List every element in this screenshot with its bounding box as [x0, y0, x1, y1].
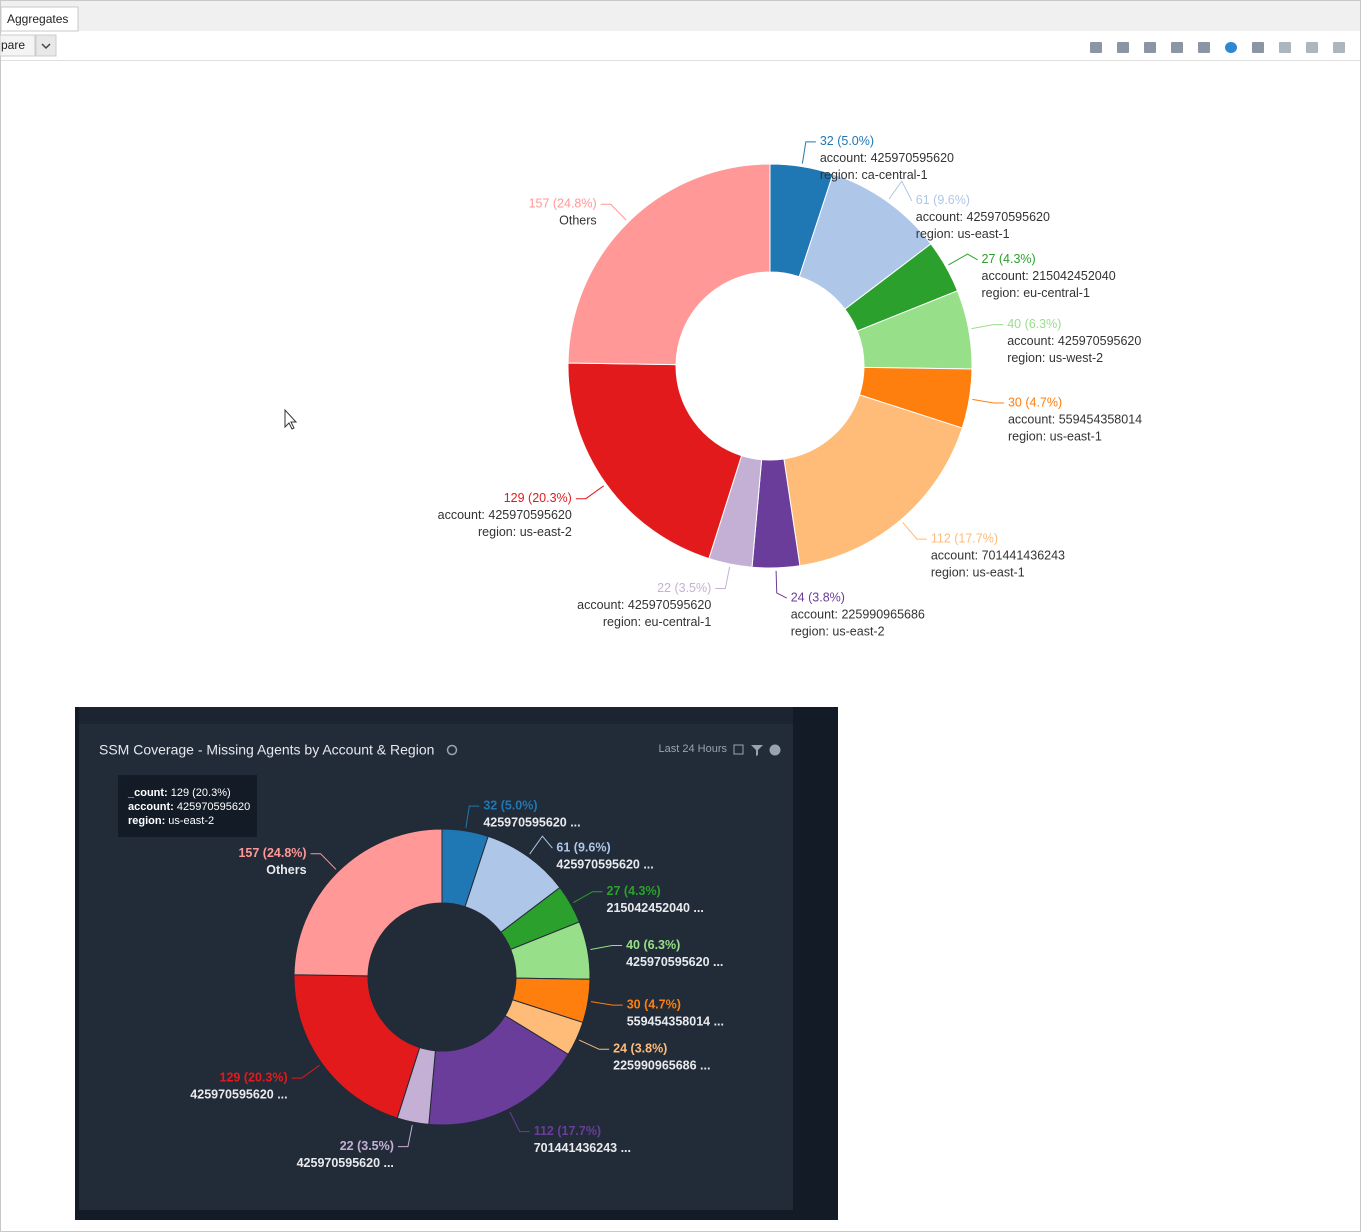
toolbar-icon[interactable] — [1171, 42, 1183, 53]
tooltip-value: 129 (20.3%) — [171, 787, 231, 799]
value-label: 157 (24.8%) — [529, 197, 597, 211]
tooltip-row: _count:129 (20.3%) — [127, 787, 231, 799]
slice-detail: account: 425970595620 — [577, 598, 711, 612]
widget-strip — [79, 707, 793, 724]
slice-detail: region: us-east-1 — [931, 565, 1025, 579]
slice-detail: region: us-east-2 — [478, 525, 572, 539]
tooltip-value: us-east-2 — [168, 815, 214, 827]
value-label: 112 (17.7%) — [534, 1124, 601, 1138]
slice-detail: 425970595620 ... — [190, 1087, 287, 1101]
value-label: 61 (9.6%) — [556, 840, 610, 854]
slice-detail: 425970595620 ... — [556, 857, 653, 871]
slice-detail: region: us-east-2 — [791, 624, 885, 638]
toolbar-icon[interactable] — [1117, 42, 1129, 53]
tooltip-value: 425970595620 — [177, 801, 250, 813]
value-label: 30 (4.7%) — [627, 997, 681, 1011]
value-label: 27 (4.3%) — [982, 252, 1036, 266]
tab-label: Aggregates — [7, 12, 68, 26]
tooltip-row: account:425970595620 — [128, 801, 250, 813]
value-label: 22 (3.5%) — [340, 1139, 394, 1153]
slice-detail: region: eu-central-1 — [982, 286, 1090, 300]
toolbar-icon[interactable] — [1279, 42, 1291, 53]
slice-detail: account: 425970595620 — [916, 210, 1050, 224]
value-label: 112 (17.7%) — [931, 531, 998, 545]
value-label: 24 (3.8%) — [613, 1042, 667, 1056]
slice-detail: region: ca-central-1 — [820, 168, 928, 182]
dropdown-button[interactable] — [36, 35, 56, 56]
slice-detail: region: us-east-1 — [916, 227, 1010, 241]
value-label: 157 (24.8%) — [238, 846, 306, 860]
slice-detail: 559454358014 ... — [627, 1014, 724, 1028]
slice-detail: 701441436243 ... — [534, 1141, 631, 1155]
tooltip-key: account: — [128, 801, 174, 813]
widget-title: SSM Coverage - Missing Agents by Account… — [99, 742, 434, 758]
value-label: 30 (4.7%) — [1008, 395, 1062, 409]
slice-detail: account: 425970595620 — [438, 508, 572, 522]
toolbar-icon[interactable] — [1090, 42, 1102, 53]
slice-detail: 215042452040 ... — [607, 901, 704, 915]
value-label: 24 (3.8%) — [791, 590, 845, 604]
toolbar-icon[interactable] — [1252, 42, 1264, 53]
slice-detail: 425970595620 ... — [297, 1156, 394, 1170]
slice-detail: 425970595620 ... — [483, 815, 580, 829]
slice-detail: Others — [559, 214, 597, 228]
slice-detail: region: us-east-1 — [1008, 429, 1102, 443]
slice-detail: account: 559454358014 — [1008, 412, 1142, 426]
value-label: 40 (6.3%) — [1007, 317, 1061, 331]
slice-detail: 225990965686 ... — [613, 1059, 710, 1073]
tooltip-key: _count: — [127, 787, 168, 799]
value-label: 32 (5.0%) — [820, 134, 874, 148]
value-label: 129 (20.3%) — [504, 491, 572, 505]
tab-bar — [1, 1, 1360, 31]
slice-detail: region: eu-central-1 — [603, 615, 711, 629]
toolbar-icon[interactable] — [1144, 42, 1156, 53]
tooltip-row: region:us-east-2 — [128, 815, 214, 827]
slice-detail: account: 225990965686 — [791, 607, 925, 621]
slice-detail: account: 701441436243 — [931, 548, 1065, 562]
value-label: 40 (6.3%) — [626, 938, 680, 952]
slice-detail: account: 425970595620 — [1007, 334, 1141, 348]
info-icon[interactable] — [770, 745, 781, 756]
value-label: 22 (3.5%) — [657, 581, 711, 595]
toolbar-icon[interactable] — [1306, 42, 1318, 53]
tooltip-key: region: — [128, 815, 165, 827]
value-label: 61 (9.6%) — [916, 193, 970, 207]
slice-detail: 425970595620 ... — [626, 955, 723, 969]
toolbar-icon[interactable] — [1198, 42, 1210, 53]
slice-detail: region: us-west-2 — [1007, 351, 1103, 365]
time-range[interactable]: Last 24 Hours — [659, 743, 728, 755]
toolbar-icon[interactable] — [1333, 42, 1345, 53]
slice-detail: account: 215042452040 — [982, 269, 1116, 283]
value-label: 27 (4.3%) — [607, 884, 661, 898]
slice-detail: Others — [266, 863, 306, 877]
value-label: 129 (20.3%) — [220, 1070, 288, 1084]
slice-detail: account: 425970595620 — [820, 151, 954, 165]
dropdown-label: pare — [1, 38, 25, 52]
value-label: 32 (5.0%) — [483, 798, 537, 812]
toolbar-icon[interactable] — [1225, 42, 1237, 53]
